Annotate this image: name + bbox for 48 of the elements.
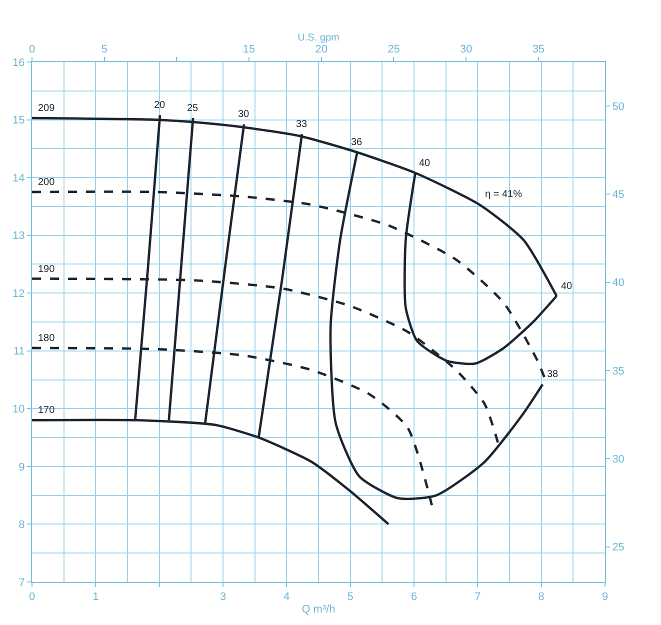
x2-tick-label: 30 [460, 44, 472, 56]
y-tick-label: 11 [13, 346, 25, 358]
x-tick-label: 6 [410, 591, 418, 604]
series-label: 170 [38, 405, 56, 416]
series-label: 200 [38, 177, 56, 188]
series-label: 36 [351, 137, 363, 148]
annotation: 40 [419, 158, 431, 169]
y-tick-label: 14 [12, 172, 25, 184]
x-tick-label: 0 [28, 591, 36, 604]
x2-tick-label: 35 [532, 44, 545, 56]
x-tick-label: 4 [284, 591, 290, 604]
series-label: 25 [187, 103, 199, 114]
y-tick-label: 12 [12, 288, 25, 300]
y-tick-label: 13 [12, 230, 25, 242]
y2-tick-label: 25 [612, 542, 624, 554]
series-label: 33 [296, 119, 308, 130]
y2-tick-label: 45 [612, 189, 624, 202]
series-label: 30 [238, 109, 250, 120]
x-tick-label: 9 [602, 591, 608, 604]
x-axis-title: Q m³/h [302, 603, 336, 616]
y-tick-label: 16 [12, 56, 25, 69]
x-tick-label: 8 [538, 591, 544, 604]
x2-tick-label: 20 [315, 44, 328, 56]
x-tick-label: 1 [92, 591, 99, 604]
y-tick-label: 7 [18, 576, 25, 589]
y-tick-label: 8 [18, 519, 25, 532]
series-label: 20 [154, 100, 166, 111]
annotation: 40 [561, 281, 573, 292]
x-tick-label: 3 [220, 591, 226, 604]
y2-tick-label: 50 [612, 100, 624, 113]
y-tick-label: 15 [12, 114, 25, 127]
y-tick-label: 9 [18, 461, 25, 474]
x2-tick-label: 15 [242, 44, 256, 56]
annotation: 38 [547, 369, 559, 380]
series-label: 209 [38, 103, 56, 114]
y-tick-label: 10 [12, 404, 25, 416]
x-tick-label: 7 [474, 591, 481, 604]
annotation: η = 41% [485, 189, 522, 200]
y2-tick-label: 35 [612, 365, 624, 378]
x2-tick-label: 25 [388, 44, 400, 56]
series-label: 180 [38, 333, 56, 344]
x2-axis-title: U.S. gpm [298, 32, 340, 44]
x-tick-label: 5 [347, 591, 354, 604]
x2-tick-label: 5 [101, 44, 108, 56]
x2-tick-label: 0 [28, 44, 36, 56]
y2-tick-label: 30 [612, 453, 624, 466]
series-label: 190 [38, 264, 56, 275]
y2-tick-label: 40 [612, 277, 624, 290]
